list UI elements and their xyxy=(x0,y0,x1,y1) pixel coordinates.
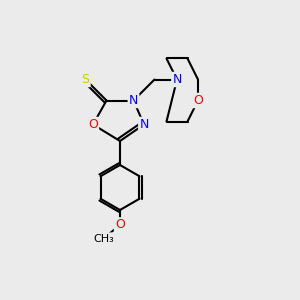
Text: N: N xyxy=(139,118,149,131)
Text: N: N xyxy=(129,94,138,107)
Text: O: O xyxy=(193,94,203,107)
Text: N: N xyxy=(172,73,182,86)
Text: O: O xyxy=(115,218,125,232)
Text: O: O xyxy=(88,118,98,131)
Text: S: S xyxy=(82,73,89,86)
Text: CH₃: CH₃ xyxy=(93,233,114,244)
